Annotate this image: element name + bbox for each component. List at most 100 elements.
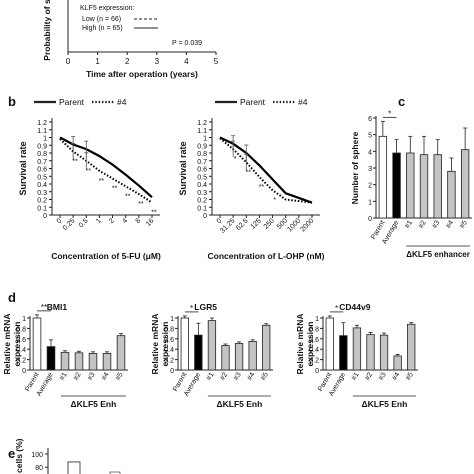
x-tick-label: 250 [263,217,276,230]
group-label: ΔKLF5 Enh [71,399,117,409]
bar [180,317,189,371]
y-axis-label: Survival rate [178,141,188,195]
x-tick-label: #1 [351,371,361,381]
x-tick-label: 0.25 [62,217,77,232]
x-tick-label: #2 [364,371,374,381]
significance-mark: ** [41,303,47,312]
y-tick-label: 0.6 [164,337,174,344]
y-tick-label: 0.5 [197,174,207,181]
significance-mark: * [190,304,193,313]
bar [207,320,217,371]
legend-label: #4 [117,97,127,107]
y-tick-label: 6 [368,116,372,123]
significance-mark: ** [86,168,92,175]
y-tick-label: 1 [170,316,174,323]
y-tick-label: 2 [368,183,372,190]
chart-title: CD44v9 [339,302,370,312]
bar [352,327,362,371]
bar [460,149,470,219]
y-tick-label: 0.4 [16,347,26,354]
x-tick-label: #2 [219,371,229,381]
y-tick-label: 0 [43,213,47,220]
x-tick-label: #4 [246,371,256,381]
significance-mark: ** [151,210,157,217]
y-tick-label: 1.2 [197,120,207,127]
y-tick-label: 0.4 [197,182,207,189]
y-tick-label: 0.4 [37,182,47,189]
series-line-4 [59,138,153,204]
y-tick-label: 0.2 [16,358,26,365]
significance-mark: ** [138,201,144,208]
y-tick-label: 4 [368,149,372,156]
series-line-Parent [219,136,313,204]
x-tick-label: 2000 [299,217,315,233]
x-tick-label: 0 [66,57,71,66]
legend-label: Parent [240,97,266,107]
panel-label: d [8,290,16,305]
y-tick-label: 0.2 [197,198,207,205]
x-tick-label: #4 [445,219,455,229]
bar [116,335,126,371]
significance-mark: ** [259,184,265,191]
y-tick-label: 0.7 [37,159,47,166]
bar [234,343,244,371]
x-tick-label: #1 [206,371,216,381]
x-axis-label: Concentration of L-OHP (nM) [208,251,325,261]
x-tick-label: #5 [405,371,415,381]
series-line-4 [219,137,313,204]
significance-mark: * [234,156,237,163]
series-line-Parent [59,136,153,198]
x-tick-label: #5 [260,371,270,381]
y-tick-label: 0.3 [37,190,47,197]
y-axis-label: Relative mRNA [2,314,12,375]
y-axis-label: g+ cells (%) [14,438,24,474]
y-tick-label: 1.1 [197,128,207,135]
x-tick-label: 5 [214,57,219,66]
bar [102,352,112,371]
x-tick-label: #5 [115,371,125,381]
bar [46,346,56,371]
y-tick-label: 80 [35,465,43,472]
panel-label: c [398,94,405,109]
y-tick-label: 0.1 [197,205,207,212]
y-axis-label: expression [160,322,170,367]
x-tick-label: 1 [95,57,100,66]
bar [393,355,402,371]
x-tick-label: #2 [418,219,428,229]
bar [74,352,84,371]
significance-mark: * [388,109,391,118]
x-tick-label: 2 [125,57,130,66]
y-tick-label: 3 [368,166,372,173]
y-tick-label: 0.6 [197,167,207,174]
bar [262,324,271,371]
y-tick-label: 1 [22,316,26,323]
y-tick-label: 0.5 [37,174,47,181]
x-tick-label: #3 [378,371,388,381]
y-axis-label: Number of sphere [350,131,360,204]
y-tick-label: 1.1 [37,128,47,135]
bar [67,461,81,474]
significance-mark: ** [112,186,118,193]
legend-title: KLF5 expression: [80,5,135,12]
x-tick-label: #3 [87,371,97,381]
x-tick-label: #1 [404,219,414,229]
y-tick-label: 1 [315,316,319,323]
bar [339,335,348,371]
y-axis-label: Probability of s [42,0,52,61]
x-axis-label: Concentration of 5-FU (μM) [51,251,161,261]
bar [32,317,42,371]
p-value: P = 0.039 [172,40,202,47]
y-tick-label: 0.9 [197,143,207,150]
x-tick-label: 16 [145,217,156,228]
legend-label: Parent [59,97,85,107]
y-tick-label: 0 [315,368,319,375]
bar [194,334,203,371]
x-tick-label: 62.5 [235,217,250,232]
y-tick-label: 0.4 [164,347,174,354]
x-tick-label: 1 [95,217,103,225]
bar [325,317,334,371]
y-tick-label: 0.3 [197,190,207,197]
bar [88,352,98,371]
y-tick-label: 0.8 [16,326,26,333]
y-tick-label: 0.7 [197,159,207,166]
